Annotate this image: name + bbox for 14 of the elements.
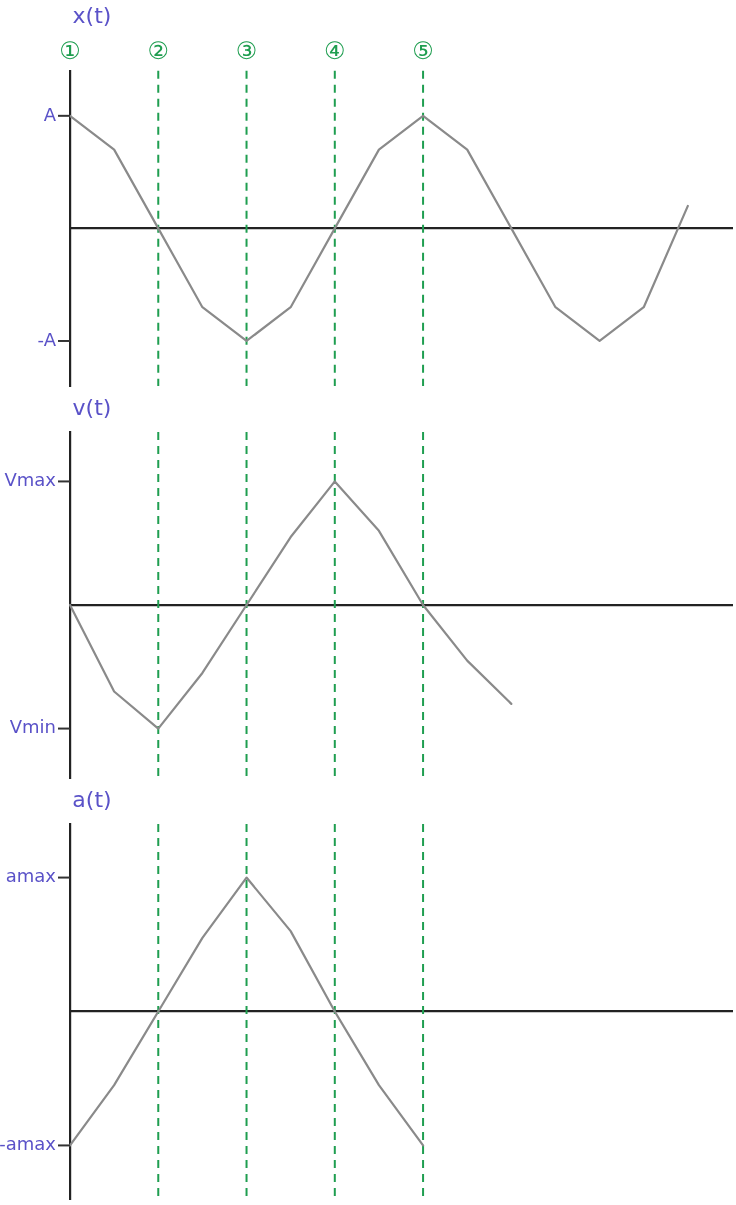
x-tick-label: ⑤ bbox=[412, 36, 434, 65]
text: amax bbox=[5, 865, 57, 887]
text: Vmin bbox=[9, 716, 56, 738]
x-tick-label: ③ bbox=[235, 36, 258, 65]
y-axis-title: a(t) bbox=[72, 786, 112, 812]
x-tick-label: ④ bbox=[324, 36, 346, 65]
text: Vmax bbox=[4, 469, 57, 491]
y-axis-title: x(t) bbox=[72, 2, 112, 28]
text: A bbox=[43, 103, 57, 125]
text: -A bbox=[37, 328, 57, 350]
y-axis-title: v(t) bbox=[72, 394, 112, 420]
text: -amax bbox=[0, 1133, 57, 1155]
x-tick-label: ② bbox=[147, 36, 170, 65]
x-tick-label: ① bbox=[59, 36, 81, 65]
